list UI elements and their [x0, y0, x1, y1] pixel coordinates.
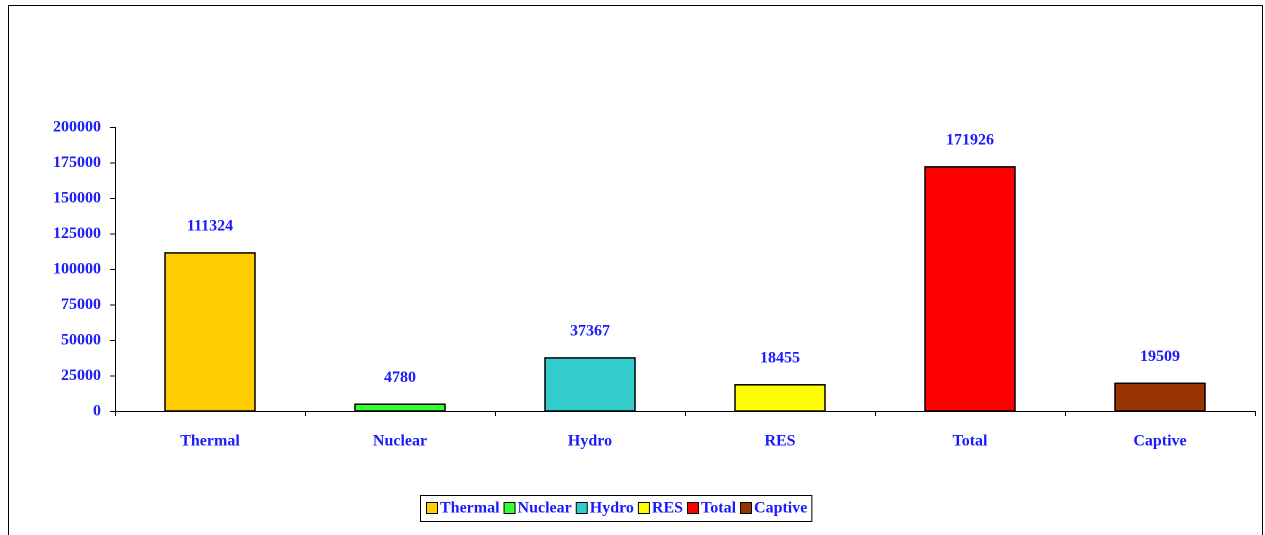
y-tick-label: 175000	[53, 154, 101, 171]
value-label: 111324	[187, 218, 233, 235]
y-tick-label: 50000	[61, 332, 101, 349]
x-tick-label: Hydro	[568, 433, 612, 450]
legend-swatch	[426, 502, 438, 514]
legend-label: Thermal	[440, 500, 500, 517]
x-tick-label: Captive	[1133, 433, 1186, 450]
bar	[164, 252, 256, 412]
y-tick-label: 25000	[61, 367, 101, 384]
bar	[1114, 382, 1206, 412]
value-label: 4780	[384, 369, 416, 386]
x-tick-label: Nuclear	[373, 433, 427, 450]
x-tick-label: RES	[764, 433, 795, 450]
y-tick-label: 125000	[53, 225, 101, 242]
y-tick-label: 100000	[53, 261, 101, 278]
x-tick-label: Total	[953, 433, 989, 450]
y-tick-label: 0	[93, 403, 101, 420]
legend-swatch	[503, 502, 516, 514]
legend: Thermal Nuclear Hydro RES Total Captive	[420, 495, 813, 522]
value-label: 171926	[946, 132, 994, 149]
chart-frame	[8, 5, 1263, 535]
bar	[924, 166, 1016, 412]
y-tick-label: 150000	[53, 190, 101, 207]
x-tick-label: Thermal	[180, 433, 240, 450]
value-label: 37367	[570, 323, 610, 340]
value-label: 18455	[760, 349, 800, 366]
y-tick-label: 75000	[61, 296, 101, 313]
legend-swatch	[740, 502, 753, 514]
legend-swatch	[575, 502, 588, 514]
legend-label: Total	[701, 500, 737, 517]
legend-swatch	[687, 502, 700, 514]
legend-label: RES	[652, 500, 683, 517]
bar	[354, 403, 446, 412]
legend-label: Nuclear	[518, 500, 572, 517]
value-label: 19509	[1140, 348, 1180, 365]
y-tick-label: 200000	[53, 119, 101, 136]
legend-swatch	[637, 502, 650, 514]
bar	[544, 357, 636, 412]
bar	[734, 384, 826, 412]
legend-label: Captive	[754, 500, 807, 517]
legend-label: Hydro	[590, 500, 634, 517]
